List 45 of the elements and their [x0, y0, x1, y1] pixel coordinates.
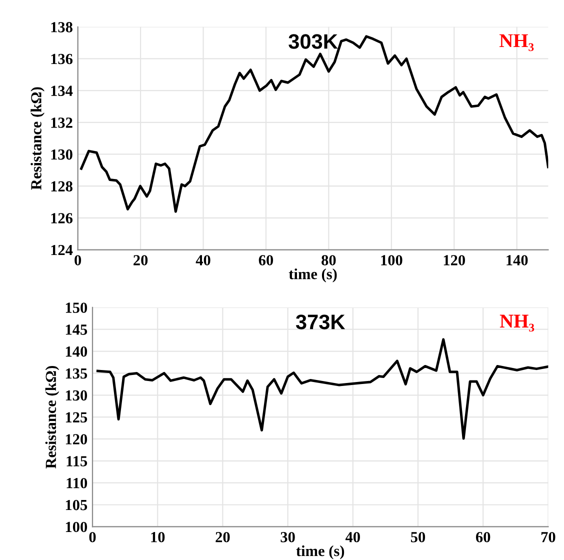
- line-series: [96, 338, 548, 440]
- x-tick-label: 20: [216, 532, 230, 542]
- x-tick-label: 70: [541, 532, 556, 542]
- y-tick-label: 134: [51, 86, 73, 96]
- y-tick-label: 100: [66, 522, 88, 532]
- y-tick-label: 115: [66, 456, 88, 466]
- y-tick-label: 145: [66, 324, 88, 335]
- y-tick-label: 135: [66, 368, 88, 379]
- x-tick-label: 120: [444, 255, 466, 266]
- x-tick-label: 140: [506, 255, 528, 266]
- x-tick-label: 30: [280, 532, 295, 542]
- y-tick-label: 130: [66, 390, 88, 401]
- y-tick-label: 126: [51, 213, 73, 224]
- x-tick-label: 10: [151, 532, 165, 542]
- y-tick-label: 124: [51, 244, 73, 256]
- y-tick-label: 150: [66, 302, 88, 313]
- annotation: NH₃: [500, 314, 534, 332]
- x-axis-title: time (s): [296, 545, 344, 560]
- chart-title: 373K: [296, 314, 346, 330]
- x-tick-label: 50: [410, 532, 426, 542]
- x-tick-label: 40: [196, 255, 210, 266]
- x-tick-label: 60: [476, 532, 490, 542]
- line-series: [80, 35, 548, 213]
- y-tick-label: 130: [51, 149, 72, 160]
- chart-title: 303K: [288, 34, 338, 49]
- y-tick-label: 105: [66, 500, 88, 510]
- y-axis-title: Resistance (kΩ): [30, 87, 44, 190]
- x-tick-label: 0: [74, 255, 82, 266]
- x-tick-label: 0: [89, 532, 96, 542]
- x-tick-label: 40: [345, 532, 360, 542]
- annotation: NH₃: [499, 34, 534, 52]
- y-tick-label: 138: [51, 22, 72, 32]
- x-tick-label: 20: [134, 255, 148, 266]
- x-tick-label: 60: [258, 255, 274, 266]
- y-tick-label: 136: [51, 54, 73, 64]
- x-tick-label: 100: [381, 255, 402, 266]
- x-axis-title: time (s): [288, 268, 337, 282]
- y-tick-label: 132: [51, 118, 72, 128]
- x-tick-label: 80: [322, 255, 336, 266]
- y-tick-label: 128: [51, 181, 72, 192]
- y-tick-label: 120: [66, 434, 88, 444]
- y-axis-title: Resistance (kΩ): [45, 366, 60, 469]
- y-tick-label: 110: [66, 478, 88, 488]
- y-tick-label: 140: [66, 346, 88, 357]
- y-tick-label: 125: [66, 412, 88, 423]
